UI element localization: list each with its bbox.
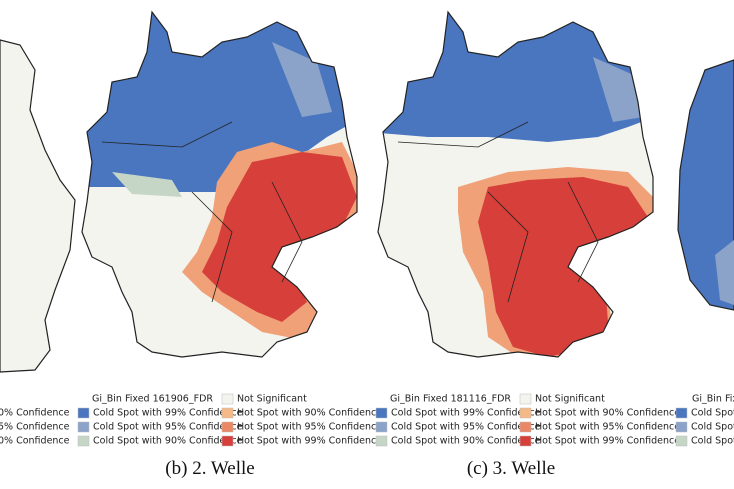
- legend-label: Not Significant: [237, 394, 307, 405]
- legend-swatch: [77, 407, 90, 419]
- legend-label: Hot Spot with 95% Confidence: [237, 422, 382, 433]
- legend-swatch: [519, 421, 532, 433]
- legend-swatch: [221, 421, 234, 433]
- legend-swatch: [519, 407, 532, 419]
- legend-label: Cold Spot with 90% Confidence: [93, 436, 243, 447]
- legend-swatch: [77, 421, 90, 433]
- legend-label: Cold Spot w: [691, 422, 734, 433]
- legend-swatch: [375, 421, 388, 433]
- legend-label: Cold Spot with 95% Confidence: [93, 422, 243, 433]
- legend-label: Hot Spot with 95% Confidence: [535, 422, 680, 433]
- legend-label: Hot Spot with 99% Confidence: [237, 436, 382, 447]
- legend-label: 0% Confidence: [0, 436, 70, 447]
- caption: (b) 2. Welle: [165, 458, 254, 479]
- map-c: [377, 11, 654, 358]
- legend-label: Cold Spot with 95% Confidence: [391, 422, 541, 433]
- legend-swatch: [675, 421, 688, 433]
- legend-label: Not Significant: [535, 394, 605, 405]
- legend-label: 5% Confidence: [0, 422, 70, 433]
- legend-label: Hot Spot with 90% Confidence: [535, 408, 680, 419]
- map-b: [81, 11, 358, 358]
- legend-swatch: [519, 393, 532, 405]
- legend-swatch: [375, 407, 388, 419]
- partial-map-right: [677, 59, 734, 311]
- legend-label: Hot Spot with 90% Confidence: [237, 408, 382, 419]
- legend-label: Cold Spot w: [691, 436, 734, 447]
- legend-title: Gi_Bin Fixed 161906_FDR: [92, 394, 213, 405]
- legend-swatch: [77, 435, 90, 447]
- legend-label: 0% Confidence: [0, 408, 70, 419]
- legend-swatch: [221, 393, 234, 405]
- legend-label: Cold Spot w: [691, 408, 734, 419]
- caption: (c) 3. Welle: [467, 458, 555, 479]
- legend-swatch: [375, 435, 388, 447]
- partial-map-left: [0, 39, 76, 373]
- legend-swatch: [221, 435, 234, 447]
- legend-swatch: [221, 407, 234, 419]
- legend-label: Cold Spot with 99% Confidence: [93, 408, 243, 419]
- legend-title: Gi_Bin Fix: [692, 394, 734, 405]
- legend-swatch: [519, 435, 532, 447]
- legend-swatch: [675, 407, 688, 419]
- legend-swatch: [675, 435, 688, 447]
- legend-title: Gi_Bin Fixed 181116_FDR: [390, 394, 511, 405]
- legend-label: Cold Spot with 99% Confidence: [391, 408, 541, 419]
- legend-label: Hot Spot with 99% Confidence: [535, 436, 680, 447]
- legend-label: Cold Spot with 90% Confidence: [391, 436, 541, 447]
